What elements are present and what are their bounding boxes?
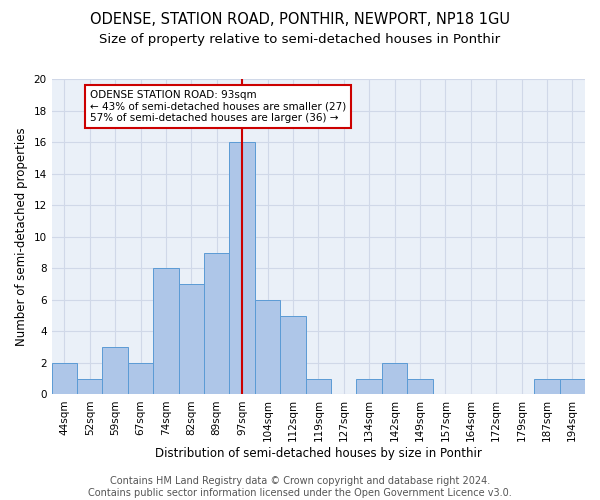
- Bar: [77, 378, 103, 394]
- Bar: [534, 378, 560, 394]
- Bar: [229, 142, 255, 395]
- Bar: [128, 363, 153, 394]
- Bar: [204, 252, 229, 394]
- Bar: [103, 347, 128, 395]
- Y-axis label: Number of semi-detached properties: Number of semi-detached properties: [15, 128, 28, 346]
- Bar: [356, 378, 382, 394]
- Bar: [52, 363, 77, 394]
- Bar: [179, 284, 204, 395]
- Text: ODENSE, STATION ROAD, PONTHIR, NEWPORT, NP18 1GU: ODENSE, STATION ROAD, PONTHIR, NEWPORT, …: [90, 12, 510, 28]
- Bar: [153, 268, 179, 394]
- Text: Contains HM Land Registry data © Crown copyright and database right 2024.
Contai: Contains HM Land Registry data © Crown c…: [88, 476, 512, 498]
- X-axis label: Distribution of semi-detached houses by size in Ponthir: Distribution of semi-detached houses by …: [155, 447, 482, 460]
- Bar: [305, 378, 331, 394]
- Bar: [280, 316, 305, 394]
- Bar: [255, 300, 280, 394]
- Bar: [560, 378, 585, 394]
- Bar: [382, 363, 407, 394]
- Bar: [407, 378, 433, 394]
- Text: Size of property relative to semi-detached houses in Ponthir: Size of property relative to semi-detach…: [100, 32, 500, 46]
- Text: ODENSE STATION ROAD: 93sqm
← 43% of semi-detached houses are smaller (27)
57% of: ODENSE STATION ROAD: 93sqm ← 43% of semi…: [90, 90, 346, 123]
